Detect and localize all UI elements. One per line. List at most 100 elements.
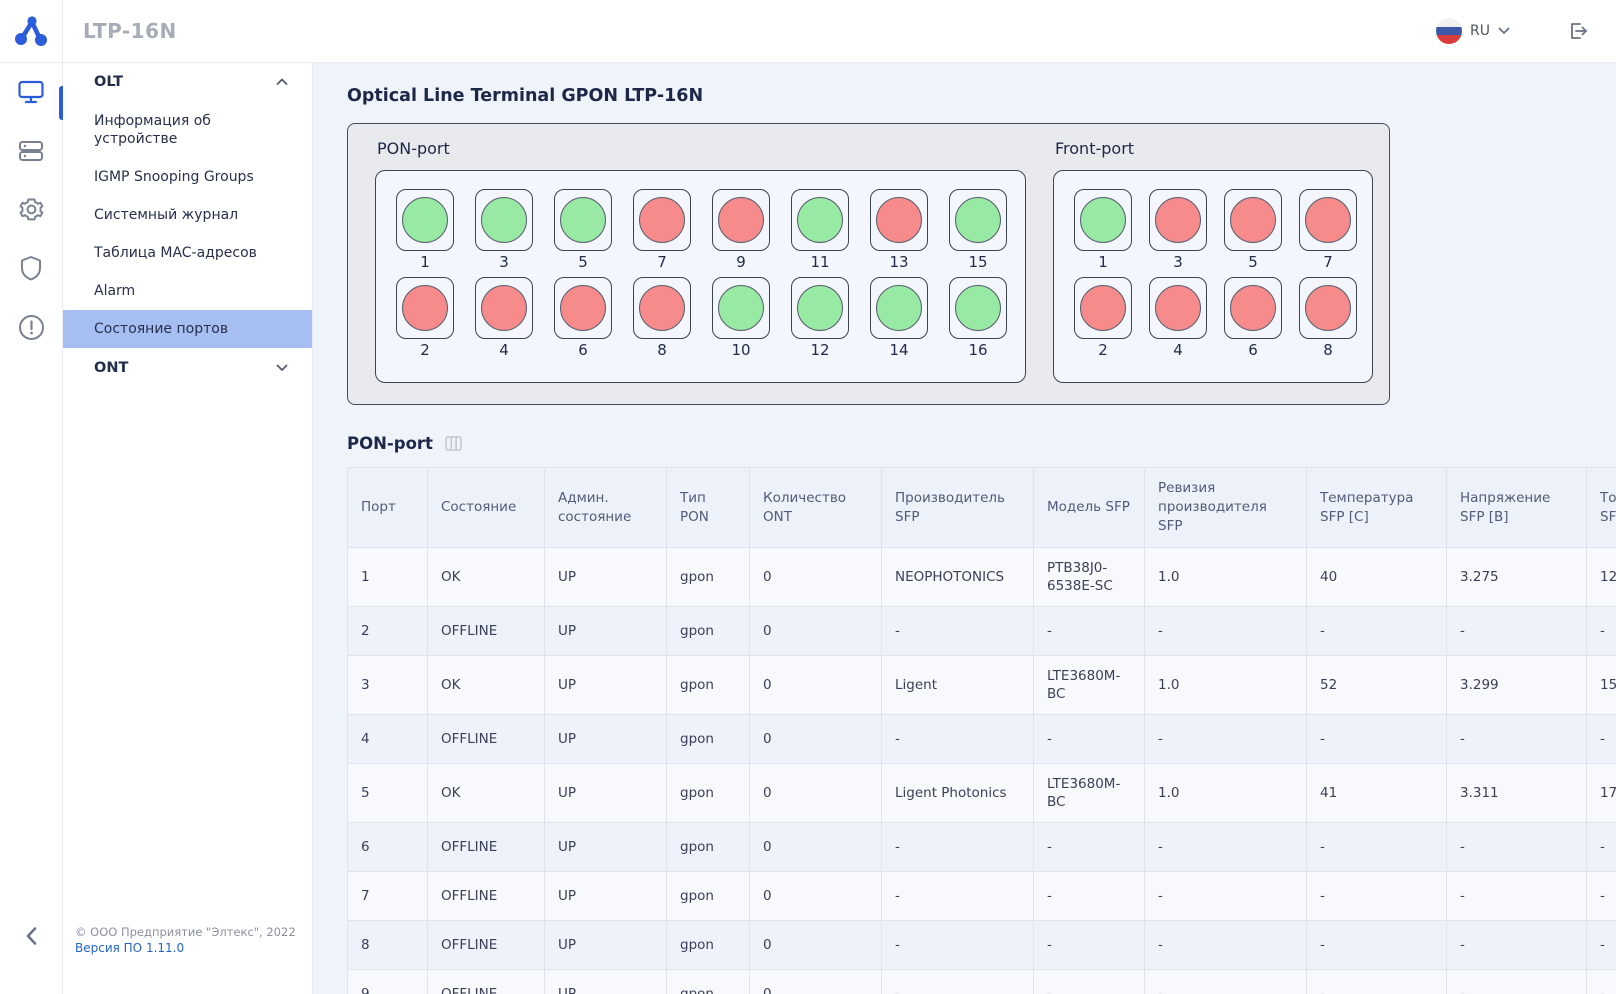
port-number: 2 — [420, 341, 430, 359]
firmware-version-link[interactable]: Версия ПО 1.11.0 — [75, 941, 185, 955]
table-cell: UP — [544, 763, 667, 823]
eltex-logo[interactable] — [0, 0, 63, 62]
sidebar-icon-rail — [0, 62, 63, 994]
table-cell: 0 — [749, 606, 882, 656]
table-cell: - — [1446, 822, 1587, 872]
port-indicator[interactable] — [396, 189, 454, 251]
rail-item-monitoring[interactable] — [0, 62, 63, 121]
menu-group-olt[interactable]: OLT — [62, 62, 312, 102]
sidebar-collapse-button[interactable] — [0, 926, 62, 946]
port-indicator[interactable] — [1149, 189, 1207, 251]
port-number: 3 — [1173, 253, 1183, 271]
table-cell: - — [1586, 606, 1616, 656]
sidebar-menu-item[interactable]: IGMP Snooping Groups — [94, 169, 254, 185]
port-indicator[interactable] — [554, 277, 612, 339]
port-number: 8 — [657, 341, 667, 359]
table-column-header: Напряжение SFP [B] — [1446, 467, 1587, 548]
port-status-led — [560, 285, 606, 331]
port-number: 11 — [810, 253, 830, 271]
table-row[interactable]: 1 OK UP gpon 0 NEOPHOTONICS PTB38J0-6538E-SC 1.… — [347, 547, 1616, 607]
menu-group-ont[interactable]: ONT — [62, 348, 312, 388]
table-cell: UP — [544, 547, 667, 607]
table-cell: gpon — [666, 714, 750, 764]
port-number: 7 — [1323, 253, 1333, 271]
port-indicator[interactable] — [870, 189, 928, 251]
table-cell: 0 — [749, 920, 882, 970]
table-cell: 17.016 — [1586, 763, 1616, 823]
table-cell: - — [1144, 920, 1307, 970]
table-cell: - — [1144, 969, 1307, 994]
port-indicator[interactable] — [396, 277, 454, 339]
table-cell: - — [1586, 714, 1616, 764]
table-cell: 7 — [347, 871, 428, 921]
port-indicator[interactable] — [791, 277, 849, 339]
table-cell: - — [881, 969, 1034, 994]
port-status-led — [797, 197, 843, 243]
table-cell: UP — [544, 920, 667, 970]
port-indicator[interactable] — [475, 189, 533, 251]
sidebar-menu-item[interactable]: Системный журнал — [94, 207, 239, 223]
table-cell: - — [1033, 871, 1145, 921]
port-indicator[interactable] — [1074, 189, 1132, 251]
sidebar-menu-item[interactable]: Таблица MAC-адресов — [94, 245, 257, 261]
port-number: 6 — [1248, 341, 1258, 359]
table-cell: - — [1033, 606, 1145, 656]
port-indicator[interactable] — [949, 189, 1007, 251]
port-indicator[interactable] — [1299, 277, 1357, 339]
port-status-led — [1230, 197, 1276, 243]
sidebar-menu-item[interactable]: Состояние портов — [62, 310, 312, 348]
front-port-grid: 1 3 5 7 2 4 6 8 — [1053, 170, 1373, 383]
table-cell: OFFLINE — [427, 822, 545, 872]
port-status-led — [955, 285, 1001, 331]
port-number: 3 — [499, 253, 509, 271]
rail-item-security[interactable] — [0, 239, 62, 298]
table-cell: UP — [544, 714, 667, 764]
port-status-led — [718, 197, 764, 243]
port-indicator[interactable] — [791, 189, 849, 251]
table-cell: - — [1033, 969, 1145, 994]
language-selector[interactable]: RU — [1436, 18, 1510, 44]
port-indicator[interactable] — [554, 189, 612, 251]
table-row[interactable]: 5 OK UP gpon 0 Ligent Photonics LTE3680M-BC 1.0… — [347, 763, 1616, 823]
port-indicator[interactable] — [870, 277, 928, 339]
column-settings-button[interactable] — [445, 436, 462, 451]
table-cell: 4 — [347, 714, 428, 764]
table-cell: 0 — [749, 969, 882, 994]
rail-item-devices[interactable] — [0, 121, 62, 180]
port-indicator[interactable] — [1074, 277, 1132, 339]
table-row[interactable]: 3OKUPgpon0LigentLTE3680M-BC1.0523.29915.… — [347, 655, 1616, 715]
sidebar-menu-item[interactable]: Информация об устройстве — [94, 113, 211, 147]
table-cell: OK — [427, 655, 545, 715]
main-content: Optical Line Terminal GPON LTP-16N PON-p… — [312, 62, 1616, 994]
port-indicator[interactable] — [1224, 189, 1282, 251]
port-number: 16 — [968, 341, 988, 359]
table-column-header: Температура SFP [C] — [1306, 467, 1447, 548]
port-indicator[interactable] — [633, 277, 691, 339]
table-cell: 0 — [749, 822, 882, 872]
port-status-led — [639, 285, 685, 331]
table-cell: gpon — [666, 655, 750, 715]
sidebar-menu: OLT Информация об устройстве IGMP Snoopin… — [62, 62, 313, 994]
table-cell: gpon — [666, 871, 750, 921]
table-cell: - — [881, 714, 1034, 764]
port-indicator[interactable] — [712, 277, 770, 339]
port-indicator[interactable] — [949, 277, 1007, 339]
port-indicator[interactable] — [1299, 189, 1357, 251]
sidebar-menu-item[interactable]: Alarm — [94, 283, 136, 299]
port-indicator[interactable] — [1149, 277, 1207, 339]
port-status-led — [1305, 285, 1351, 331]
port-indicator[interactable] — [633, 189, 691, 251]
port-indicator[interactable] — [475, 277, 533, 339]
rail-item-settings[interactable] — [0, 180, 62, 239]
logout-button[interactable] — [1566, 19, 1590, 43]
port-indicator[interactable] — [712, 189, 770, 251]
rail-item-alerts[interactable] — [0, 298, 62, 357]
front-panel-label: Front-port — [1055, 139, 1135, 158]
port-indicator[interactable] — [1224, 277, 1282, 339]
